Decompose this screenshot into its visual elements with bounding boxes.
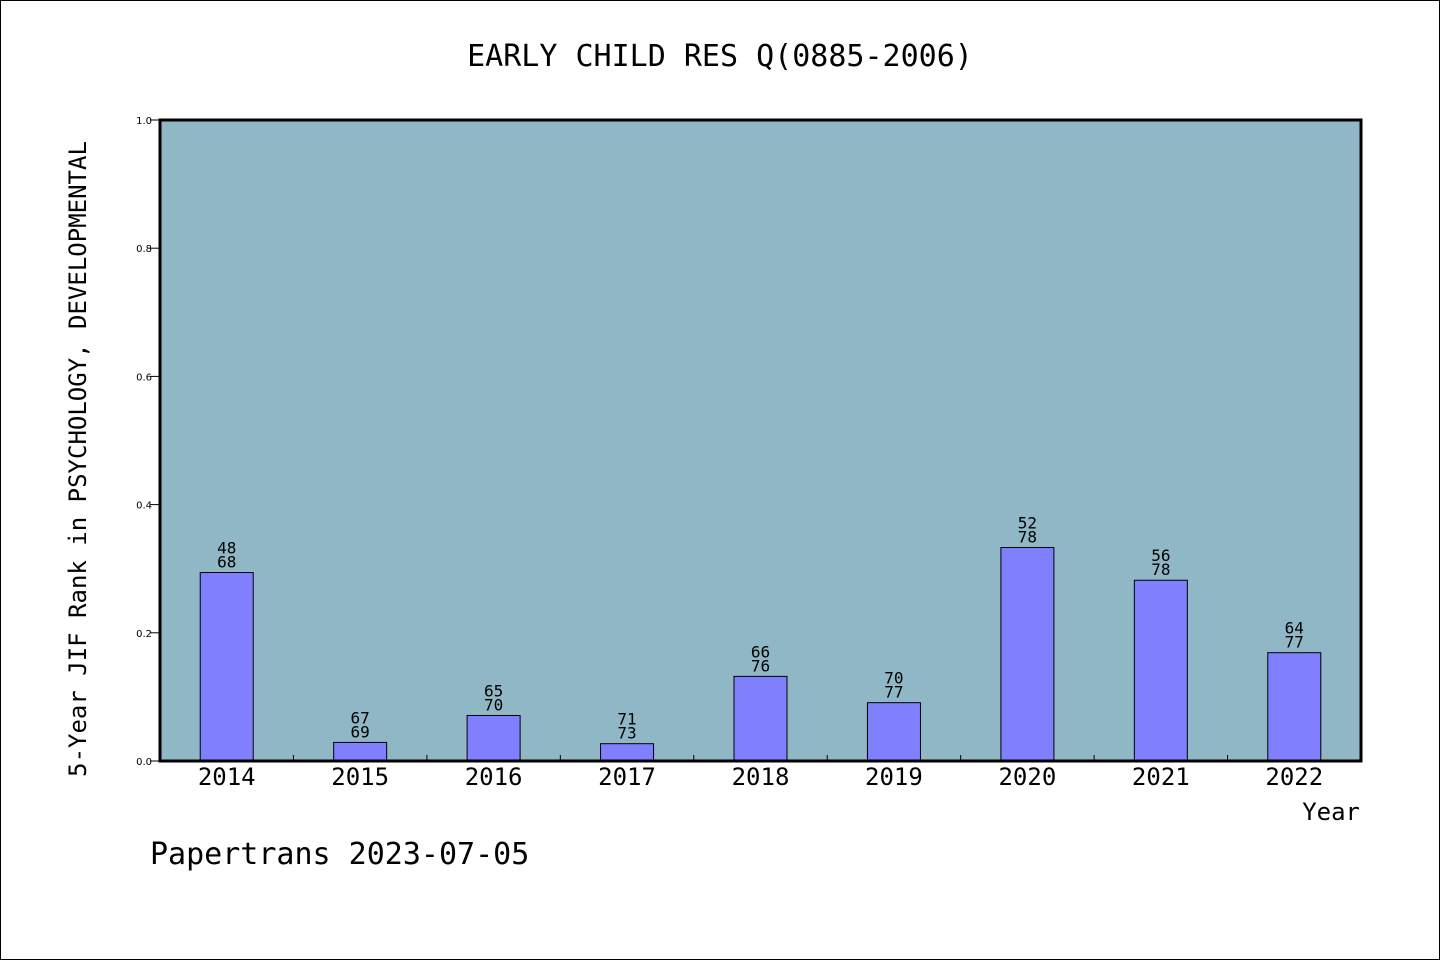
x-axis-label: Year xyxy=(1302,798,1360,826)
chart-title: EARLY CHILD RES Q(0885-2006) xyxy=(467,39,973,74)
x-tick-label: 2022 xyxy=(1265,763,1323,791)
bar-total-label: 69 xyxy=(351,722,370,741)
bars xyxy=(199,547,1322,762)
x-tick-label: 2020 xyxy=(998,763,1056,791)
x-tick-label: 2014 xyxy=(198,763,256,791)
bar-rank-label: 48 xyxy=(217,539,236,558)
bar-total-label: 68 xyxy=(217,553,236,572)
bar-2016 xyxy=(466,714,521,762)
x-axis-ticks: 2014 2015 2016 2017 2018 2019 2020 2021 2022 xyxy=(198,755,1323,791)
bar-total-label: 77 xyxy=(884,683,903,702)
bar-2015 xyxy=(333,741,388,762)
bar-rank-label: 56 xyxy=(1151,546,1170,565)
bar-total-label: 77 xyxy=(1285,633,1304,652)
bar-total-label: 78 xyxy=(1151,560,1170,579)
footer-text: Papertrans 2023-07-05 xyxy=(150,837,529,872)
y-tick-label: 0.8 xyxy=(136,244,152,255)
y-tick-label: 0.4 xyxy=(136,501,152,512)
y-tick-label: 1.0 xyxy=(136,116,152,127)
x-tick-label: 2019 xyxy=(865,763,923,791)
bar-2019 xyxy=(866,702,921,762)
x-tick-label: 2015 xyxy=(331,763,389,791)
bar-total-label: 73 xyxy=(617,724,636,743)
bar-total-label: 76 xyxy=(751,656,770,675)
bar-rank-label: 52 xyxy=(1018,514,1037,533)
bar-2022 xyxy=(1267,652,1322,762)
x-tick-label: 2021 xyxy=(1132,763,1190,791)
y-tick-label: 0.0 xyxy=(136,757,152,768)
bar-2014 xyxy=(199,572,254,762)
y-axis-label: 5-Year JIF Rank in PSYCHOLOGY, DEVELOPME… xyxy=(64,141,92,777)
bar-2017 xyxy=(600,743,655,762)
x-tick-label: 2016 xyxy=(465,763,523,791)
bar-rank-label: 66 xyxy=(751,642,770,661)
bar-2018 xyxy=(733,675,788,762)
x-tick-label: 2018 xyxy=(732,763,790,791)
bar-rank-label: 65 xyxy=(484,681,503,700)
bar-rank-label: 70 xyxy=(884,669,903,688)
bar-total-label: 78 xyxy=(1018,528,1037,547)
bar-rank-label: 67 xyxy=(351,708,370,727)
bar-rank-label: 71 xyxy=(617,710,636,729)
bar-2021 xyxy=(1133,579,1188,762)
y-axis-ticks: 0.0 0.2 0.4 0.6 0.8 1.0 xyxy=(136,116,160,768)
bar-total-label: 70 xyxy=(484,695,503,714)
bar-rank-label: 64 xyxy=(1285,619,1304,638)
y-tick-label: 0.2 xyxy=(136,629,152,640)
x-tick-label: 2017 xyxy=(598,763,656,791)
bar-2020 xyxy=(1000,547,1055,762)
plot-border xyxy=(158,118,1363,763)
y-tick-label: 0.6 xyxy=(136,372,152,383)
